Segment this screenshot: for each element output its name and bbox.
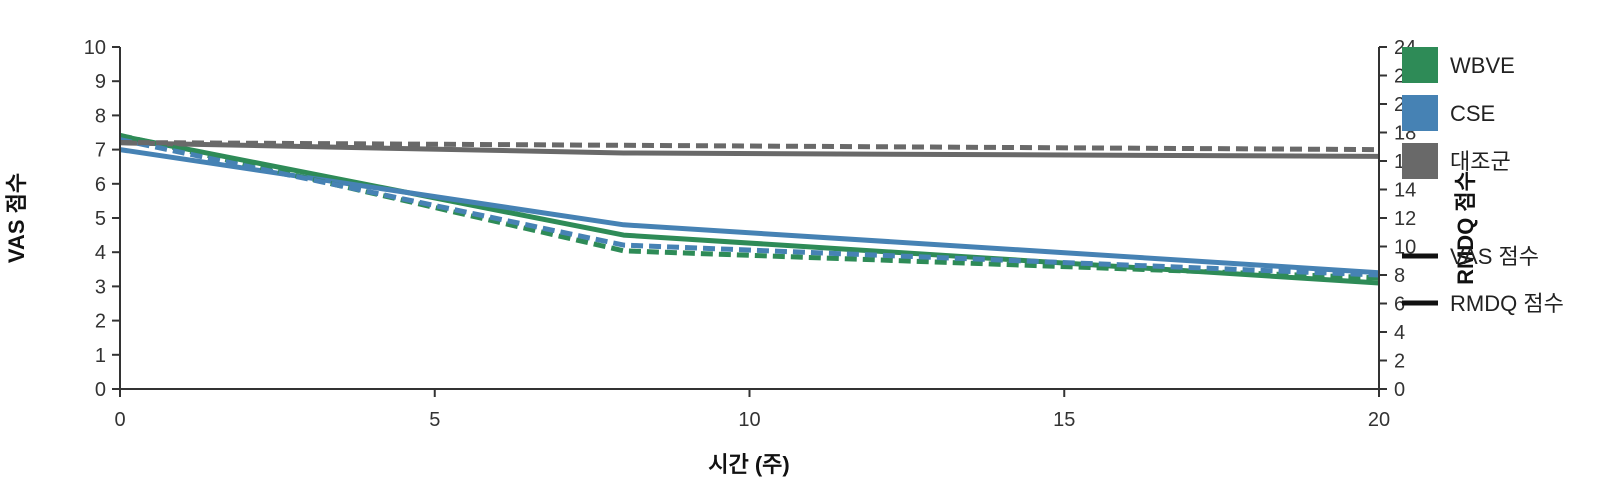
y-tick-label: 8: [95, 105, 106, 127]
legend-label-cse: CSE: [1450, 101, 1495, 126]
legend-label-wbve: WBVE: [1450, 53, 1515, 78]
series-layer: [119, 132, 1380, 286]
x-tick-label: 20: [1368, 409, 1390, 431]
y-tick-label: 5: [95, 208, 106, 230]
y-tick-label: 0: [95, 379, 106, 401]
y2-tick-label: 8: [1394, 265, 1405, 287]
y2-tick-label: 6: [1394, 294, 1405, 316]
x-tick-label: 15: [1053, 409, 1075, 431]
x-tick-label: 5: [429, 409, 440, 431]
y2-tick-label: 4: [1394, 322, 1405, 344]
legend-swatch-cse: [1402, 95, 1438, 131]
legend-label-rmdq-점수: RMDQ 점수: [1450, 291, 1564, 316]
series-line-cse-rmdq-점수: [119, 137, 1380, 278]
y-tick-label: 3: [95, 276, 106, 298]
y2-tick-label: 2: [1394, 351, 1405, 373]
y-tick-label: 6: [95, 174, 106, 196]
y-tick-label: 7: [95, 140, 106, 162]
x-tick-label: 10: [738, 409, 760, 431]
legend-label-대조군: 대조군: [1450, 149, 1511, 174]
y2-axis-title: RMDQ 점수: [1453, 171, 1478, 285]
series-line-대조군-rmdq-점수: [119, 140, 1380, 153]
y2-tick-label: 12: [1394, 208, 1416, 230]
y2-tick-label: 10: [1394, 237, 1416, 259]
x-tick-label: 0: [114, 409, 125, 431]
x-axis-title: 시간 (주): [708, 452, 790, 477]
series-line-대조군-vas-점수: [119, 140, 1380, 159]
axes-layer: [119, 47, 1380, 390]
series-line-cse-vas-점수: [119, 147, 1380, 276]
legend-swatch-대조군: [1402, 143, 1438, 179]
y-tick-label: 4: [95, 242, 106, 264]
y-tick-label: 2: [95, 311, 106, 333]
y-axis-title: VAS 점수: [4, 173, 29, 263]
y2-tick-label: 14: [1394, 180, 1416, 202]
legend-swatch-wbve: [1402, 47, 1438, 83]
y2-tick-label: 0: [1394, 379, 1405, 401]
y-tick-label: 9: [95, 71, 106, 93]
y-tick-label: 10: [84, 37, 106, 59]
legend-label-vas-점수: VAS 점수: [1450, 244, 1539, 269]
y-tick-label: 1: [95, 345, 106, 367]
